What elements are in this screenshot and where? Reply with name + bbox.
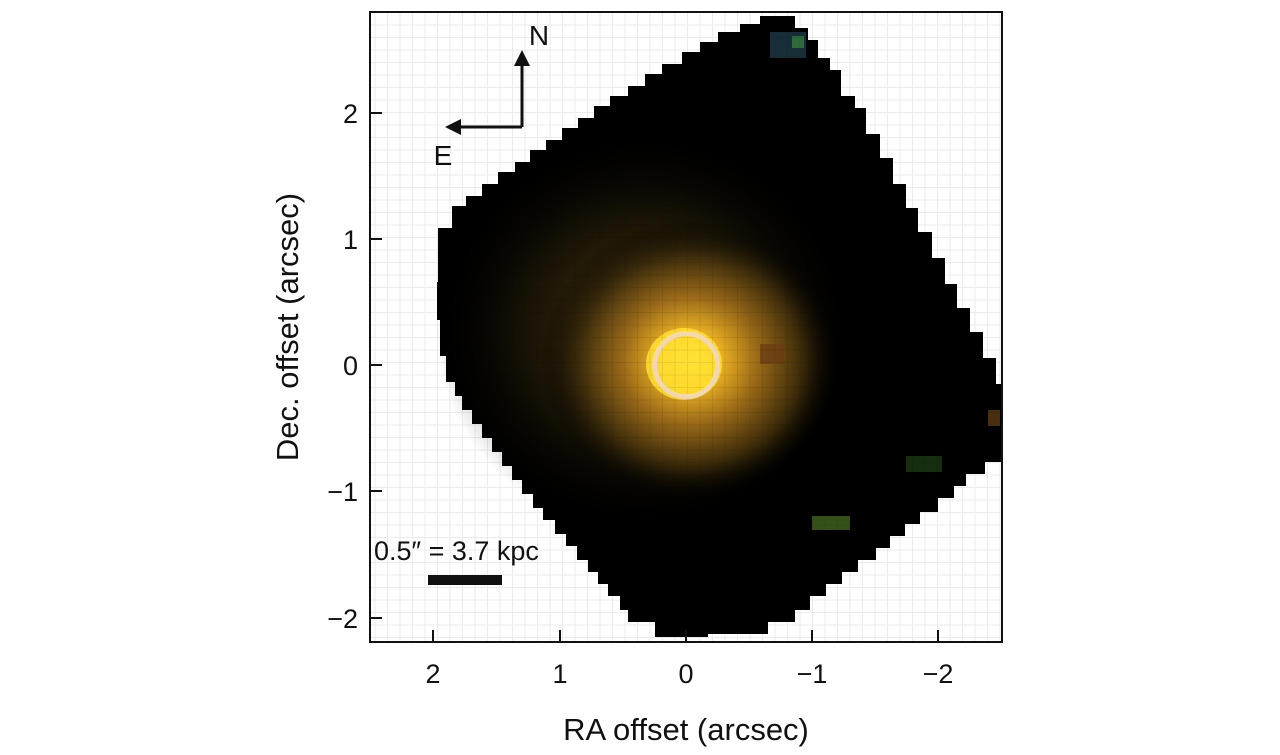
east-arrow-icon [445, 119, 461, 135]
x-tick-label: −1 [797, 659, 828, 689]
aperture-circle [652, 331, 720, 399]
north-arrow-icon [514, 50, 530, 66]
compass [452, 58, 524, 129]
x-tick-label: 0 [678, 659, 693, 689]
compass-east-label: E [434, 140, 453, 171]
x-tick-label: −2 [923, 659, 954, 689]
y-tick-label: 1 [343, 225, 358, 255]
y-tick-label: −2 [327, 604, 358, 634]
x-axis-title: RA offset (arcsec) [563, 712, 809, 747]
x-tick-label: 2 [425, 659, 440, 689]
y-tick-label: 2 [343, 99, 358, 129]
compass-north-label: N [529, 20, 549, 51]
x-tick-label: 1 [552, 659, 567, 689]
galaxy-image [370, 12, 1002, 642]
scale-bar-label: 0.5″ = 3.7 kpc [374, 536, 539, 566]
x-axis [432, 630, 939, 642]
y-tick-label: 0 [343, 351, 358, 381]
y-axis [370, 112, 382, 619]
y-axis-title: Dec. offset (arcsec) [270, 193, 305, 461]
y-tick-label: −1 [327, 477, 358, 507]
scale-bar [428, 575, 502, 585]
